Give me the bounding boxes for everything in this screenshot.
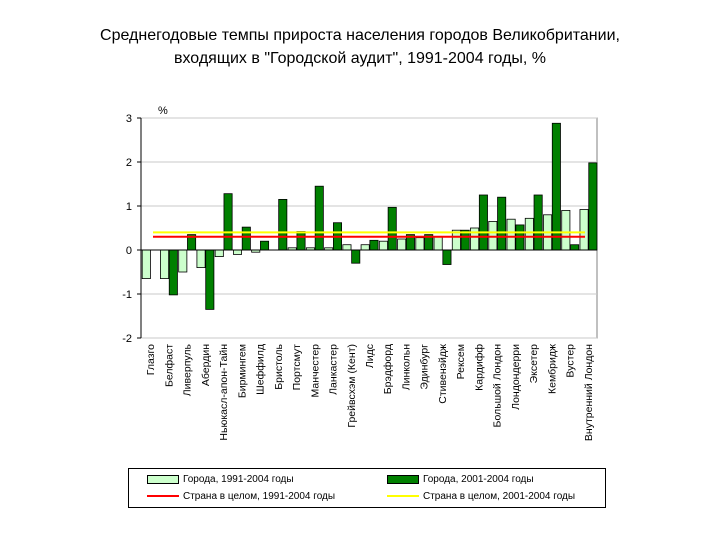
bar-cities-1991 [360,244,370,251]
legend-item-cities-2001: Города, 2001-2004 годы [387,472,534,486]
bar-cities-1991 [506,218,516,251]
bar-cities-2001 [369,239,379,251]
bar-cities-2001 [570,244,580,251]
x-tick-label: Бристоль [273,343,285,389]
y-tick-label: -1 [122,289,132,301]
bar-cities-2001 [223,193,233,251]
legend-swatch-country-1991 [147,495,179,497]
x-tick-label: Ньюкасл-апон-Тайн [218,344,230,441]
x-tick-label: Эдинбург [419,344,431,390]
x-tick-label: Бирмингем [236,344,248,398]
bar-cities-1991 [433,236,443,251]
legend-swatch-cities-1991 [147,474,179,484]
chart-title-line-1: Среднегодовые темпы прироста населения г… [100,27,620,44]
bar-cities-2001 [497,196,507,251]
x-tick-label: Брэдфорд [382,344,394,394]
legend-label-cities-1991: Города, 1991-2004 годы [183,473,294,485]
legend-label-cities-2001: Города, 2001-2004 годы [423,473,534,485]
gridlines [137,117,597,339]
x-tick-label: Глазго [145,344,157,375]
bar-cities-1991 [160,249,170,280]
bar-cities-1991 [141,249,151,280]
x-tick-label: Стивенэйдж [437,344,449,404]
bar-cities-1991 [232,249,242,255]
x-tick-label: Внутренний Лондон [583,344,595,441]
x-tick-label: Вустер [565,344,577,378]
x-tick-label: Рексем [455,344,467,379]
x-tick-label: Эксетер [528,344,540,384]
bar-cities-2001 [478,194,488,251]
chart-title: Среднегодовые темпы прироста населения г… [0,24,720,70]
bar-cities-1991 [397,238,407,251]
bar-cities-2001 [314,185,324,251]
bar-cities-1991 [196,249,206,269]
x-tick-label: Портсмут [291,344,303,391]
y-tick-label: -2 [122,333,132,345]
bar-cities-2001 [168,249,178,296]
legend-item-country-2001: Страна в целом, 2001-2004 годы [387,489,575,503]
bar-cities-2001 [533,194,543,251]
x-tick-labels: Глазго Белфаст Ливерпуль Абердин Ньюкасл-апо… [145,343,595,441]
x-tick-label: Ливерпуль [182,343,194,396]
x-tick-label: Линкольн [400,344,412,390]
bar-cities-1991 [488,220,498,251]
legend-item-cities-1991: Города, 1991-2004 годы [147,472,294,486]
x-tick-label: Большой Лондон [492,344,504,428]
x-tick-label: Лондондерри [510,344,522,410]
x-tick-label: Кардифф [473,344,485,391]
axes [140,118,597,338]
legend-label-country-2001: Страна в целом, 2001-2004 годы [423,490,576,502]
bar-cities-2001 [551,122,561,251]
legend: Города, 1991-2004 годы Города, 2001-2004… [128,468,606,508]
bar-cities-1991 [524,217,534,251]
x-tick-label: Белфаст [163,344,175,387]
reference-lines [153,231,585,238]
x-tick-label: Лидс [364,344,376,368]
bar-cities-2001 [442,249,452,265]
bar-cities-2001 [260,240,270,251]
bar-cities-1991 [214,249,224,257]
bar-cities-1991 [579,209,589,251]
legend-swatch-country-2001 [387,495,419,497]
legend-label-country-1991: Страна в целом, 1991-2004 годы [183,490,336,502]
y-tick-label: 0 [126,245,132,257]
bar-cities-2001 [278,198,288,251]
y-tick-label: 1 [126,201,132,213]
y-tick-labels: -2 -1 0 1 2 3 [122,113,132,345]
bar-cities-2001 [351,249,361,264]
chart-title-line-2: входящих в "Городской аудит", 1991-2004 … [173,50,547,67]
bar-cities-1991 [178,249,188,273]
bar-cities-2001 [241,226,251,251]
x-tick-label: Кембридж [546,344,558,394]
legend-swatch-cities-2001 [387,474,419,484]
bar-cities-2001 [296,231,306,251]
bar-cities-1991 [561,209,571,251]
legend-item-country-1991: Страна в целом, 1991-2004 годы [147,489,335,503]
bar-cities-2001 [205,249,215,310]
y-axis-label: % [158,105,168,117]
bar-cities-2001 [588,162,598,251]
x-tick-label: Абердин [200,344,212,386]
bar-cities-2001 [387,206,397,251]
bar-cities-1991 [470,227,480,251]
x-tick-label: Ланкастер [328,344,340,395]
y-tick-label: 2 [126,157,132,169]
bar-cities-1991 [378,240,388,251]
x-tick-label: Грейвсхэм (Кент) [346,344,358,428]
x-tick-label: Манчестер [309,344,321,398]
bar-cities-1991 [415,237,425,251]
y-tick-label: 3 [126,113,132,125]
x-tick-label: Шеффилд [255,344,267,395]
bar-cities-1991 [342,244,352,251]
